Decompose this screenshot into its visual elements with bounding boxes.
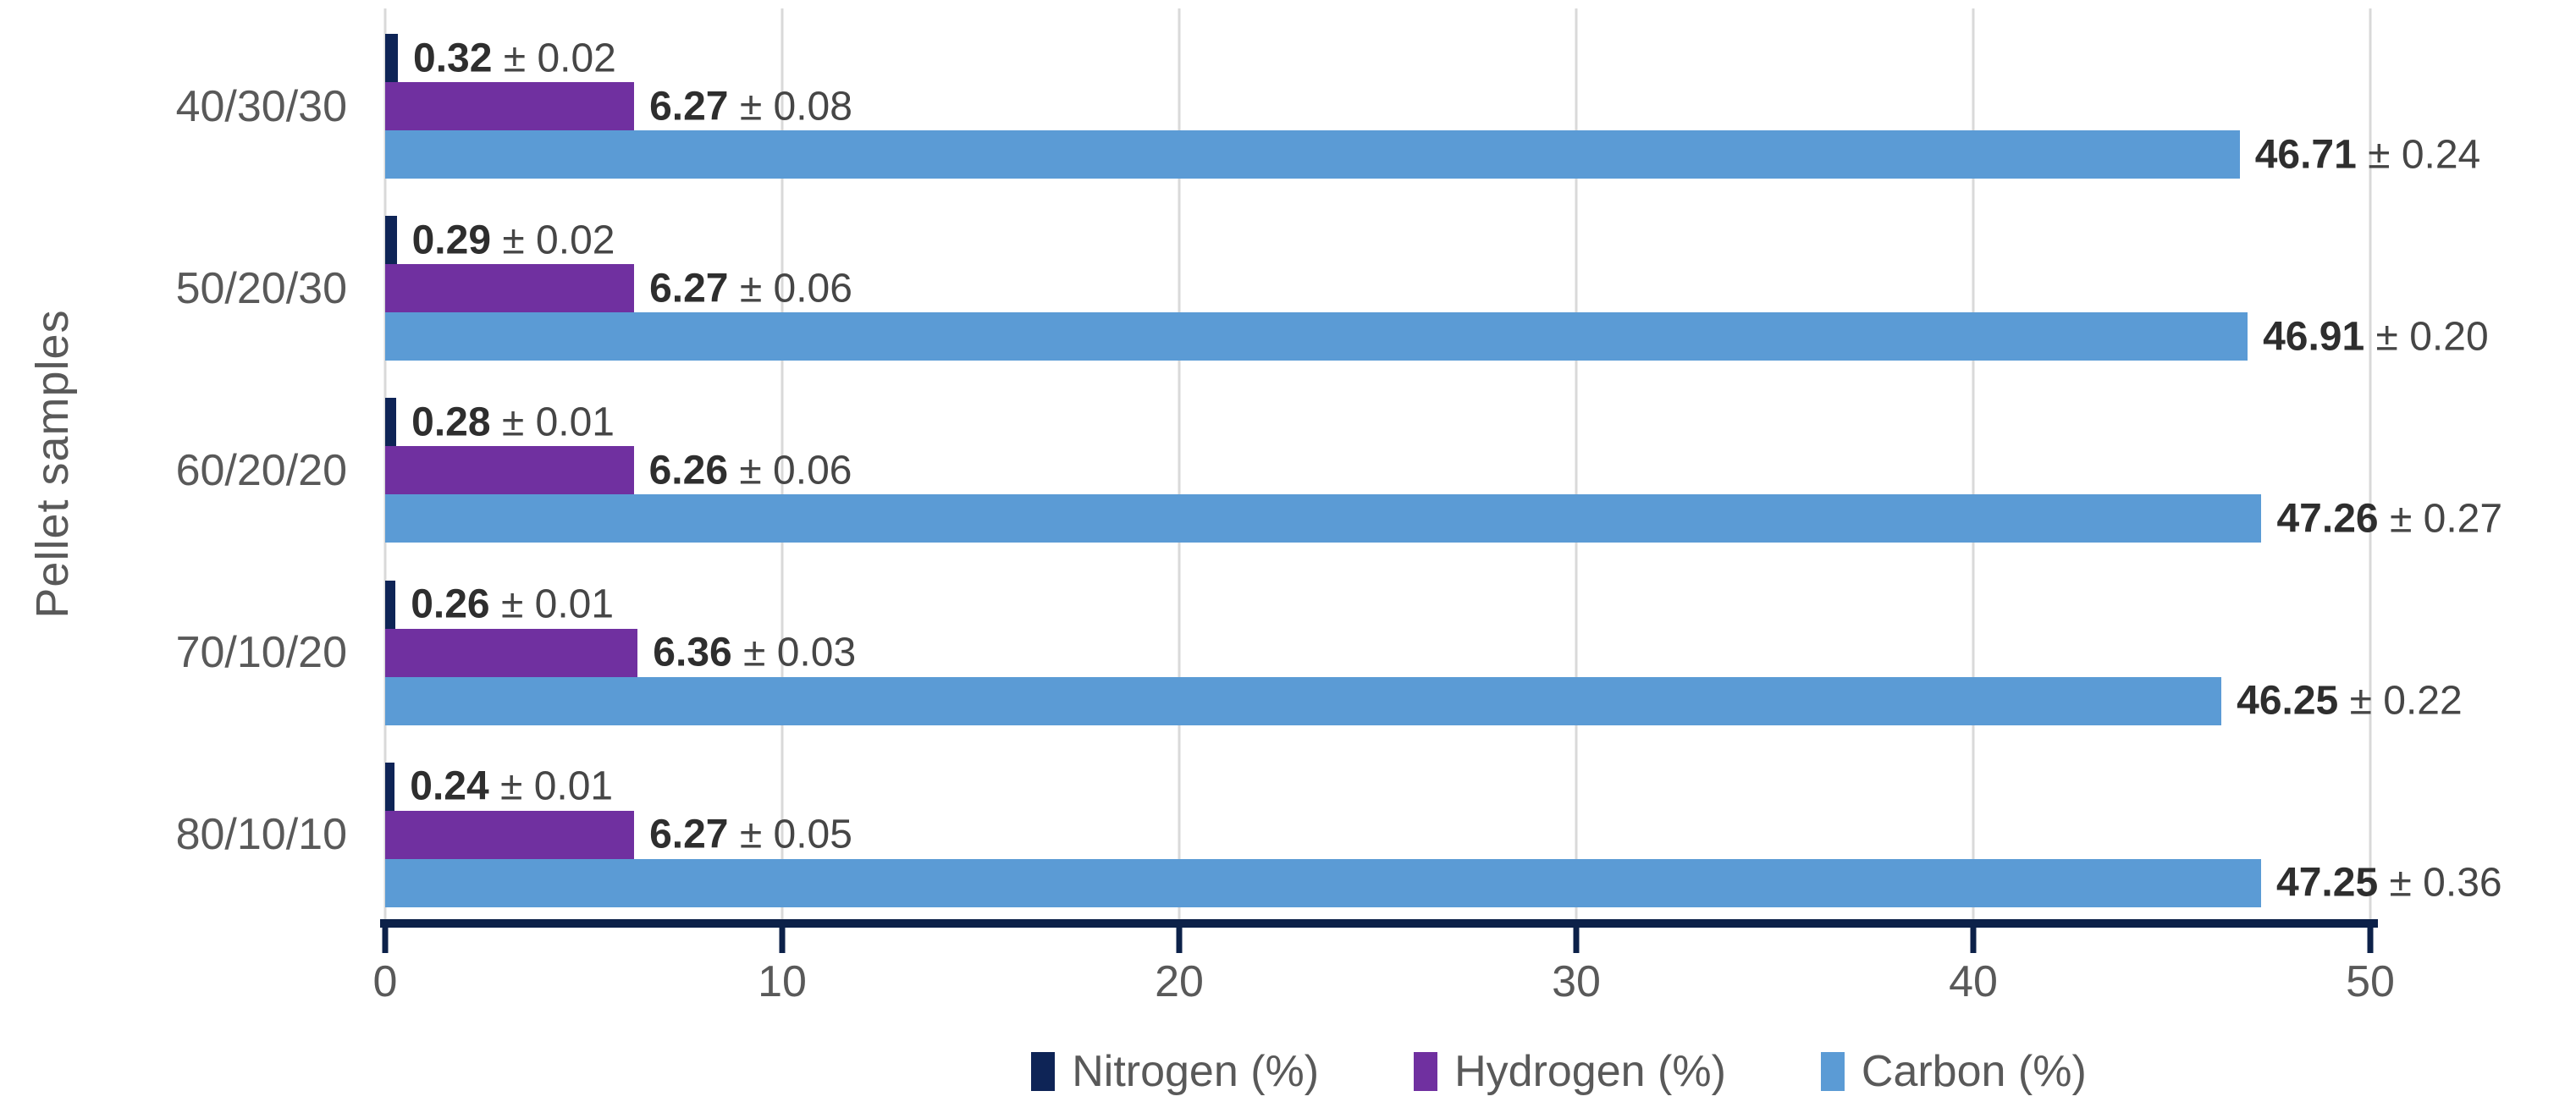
category-label-70/10/20: 70/10/20 [175, 628, 347, 678]
bar-carbon-70/10/20: 46.25 ± 0.22 [385, 676, 2463, 725]
legend-swatch-icon [1820, 1052, 1845, 1091]
tick-mark-x-20 [1176, 919, 1183, 953]
gridline-x-30 [1575, 8, 1578, 919]
tick-mark-x-50 [2367, 919, 2374, 953]
plot-area: 0.32 ± 0.02 6.27 ± 0.08 46.71 ± 0.24 0.29 ±… [380, 8, 2502, 953]
bar-hydrogen-50/20/30: 6.27 ± 0.06 [385, 264, 852, 313]
bar-group-70/10/20: 0.26 ± 0.01 6.36 ± 0.03 46.25 ± 0.22 [385, 555, 2463, 737]
bar-nitrogen-80/10/10: 0.24 ± 0.01 [385, 762, 613, 811]
legend-label: Carbon (%) [1861, 1047, 2087, 1096]
bar-hydrogen-70/10/20: 6.36 ± 0.03 [385, 628, 856, 677]
category-label-80/10/10: 80/10/10 [175, 810, 347, 860]
gridline-x-20 [1178, 8, 1181, 919]
bar-label: 0.26 ± 0.01 [411, 581, 615, 627]
x-tick-label-10: 10 [758, 957, 807, 1006]
tick-mark-x-40 [1970, 919, 1977, 953]
bar-group-50/20/30: 0.29 ± 0.02 6.27 ± 0.06 46.91 ± 0.20 [385, 190, 2489, 372]
bar-label: 47.26 ± 0.27 [2276, 496, 2503, 542]
bar-group-40/30/30: 0.32 ± 0.02 6.27 ± 0.08 46.71 ± 0.24 [385, 8, 2480, 190]
bar-carbon-80/10/10: 47.25 ± 0.36 [385, 858, 2502, 907]
gridline-x-40 [1972, 8, 1975, 919]
tick-mark-x-30 [1573, 919, 1580, 953]
bar-label: 6.36 ± 0.03 [653, 630, 857, 675]
legend-label: Nitrogen (%) [1072, 1047, 1320, 1096]
bar-nitrogen-70/10/20: 0.26 ± 0.01 [385, 580, 614, 629]
bar-label: 46.25 ± 0.22 [2237, 678, 2463, 724]
bar-group-80/10/10: 0.24 ± 0.01 6.27 ± 0.05 47.25 ± 0.36 [385, 737, 2502, 919]
x-tick-label-20: 20 [1155, 957, 1204, 1006]
bar-label: 6.26 ± 0.06 [648, 448, 852, 493]
legend-swatch-icon [1414, 1052, 1438, 1091]
bar-label: 46.71 ± 0.24 [2254, 132, 2481, 177]
bar-label: 6.27 ± 0.06 [649, 266, 852, 311]
bar-group-60/20/20: 0.28 ± 0.01 6.26 ± 0.06 47.26 ± 0.27 [385, 372, 2502, 554]
category-label-60/20/20: 60/20/20 [175, 445, 347, 495]
bar-nitrogen-50/20/30: 0.29 ± 0.02 [385, 216, 615, 265]
bar-nitrogen-60/20/20: 0.28 ± 0.01 [385, 398, 615, 447]
legend-swatch-icon [1031, 1052, 1056, 1091]
bar-carbon-60/20/20: 47.26 ± 0.27 [385, 494, 2502, 543]
bar-label: 0.24 ± 0.01 [410, 763, 614, 809]
bar-carbon-50/20/30: 46.91 ± 0.20 [385, 312, 2489, 361]
bar-hydrogen-60/20/20: 6.26 ± 0.06 [385, 446, 852, 495]
gridline-x-10 [781, 8, 784, 919]
x-tick-label-0: 0 [372, 957, 398, 1006]
legend-item-nitrogen: Nitrogen (%) [1031, 1046, 1319, 1097]
x-tick-label-30: 30 [1552, 957, 1601, 1006]
legend-label: Hydrogen (%) [1454, 1047, 1726, 1096]
bar-label: 0.29 ± 0.02 [411, 218, 615, 263]
bar-label: 0.28 ± 0.01 [411, 399, 615, 445]
tick-mark-x-10 [779, 919, 786, 953]
x-tick-label-40: 40 [1949, 957, 1998, 1006]
bar-hydrogen-80/10/10: 6.27 ± 0.05 [385, 810, 852, 859]
bar-hydrogen-40/30/30: 6.27 ± 0.08 [385, 82, 852, 130]
x-tick-label-50: 50 [2346, 957, 2395, 1006]
legend-item-carbon: Carbon (%) [1820, 1046, 2087, 1097]
gridline-x-50 [2369, 8, 2372, 919]
bar-carbon-40/30/30: 46.71 ± 0.24 [385, 130, 2480, 179]
tick-mark-x-0 [382, 919, 389, 953]
bar-label: 47.25 ± 0.36 [2276, 860, 2502, 906]
legend: Nitrogen (%) Hydrogen (%) Carbon (%) [0, 1038, 2576, 1105]
bar-nitrogen-40/30/30: 0.32 ± 0.02 [385, 34, 616, 82]
bar-label: 6.27 ± 0.08 [649, 84, 852, 129]
bar-label: 6.27 ± 0.05 [649, 812, 852, 857]
bar-label: 46.91 ± 0.20 [2263, 314, 2489, 360]
category-label-40/30/30: 40/30/30 [175, 81, 347, 131]
category-label-50/20/30: 50/20/30 [175, 263, 347, 313]
bar-label: 0.32 ± 0.02 [413, 36, 616, 80]
legend-item-hydrogen: Hydrogen (%) [1414, 1046, 1726, 1097]
x-axis-line [380, 919, 2378, 928]
